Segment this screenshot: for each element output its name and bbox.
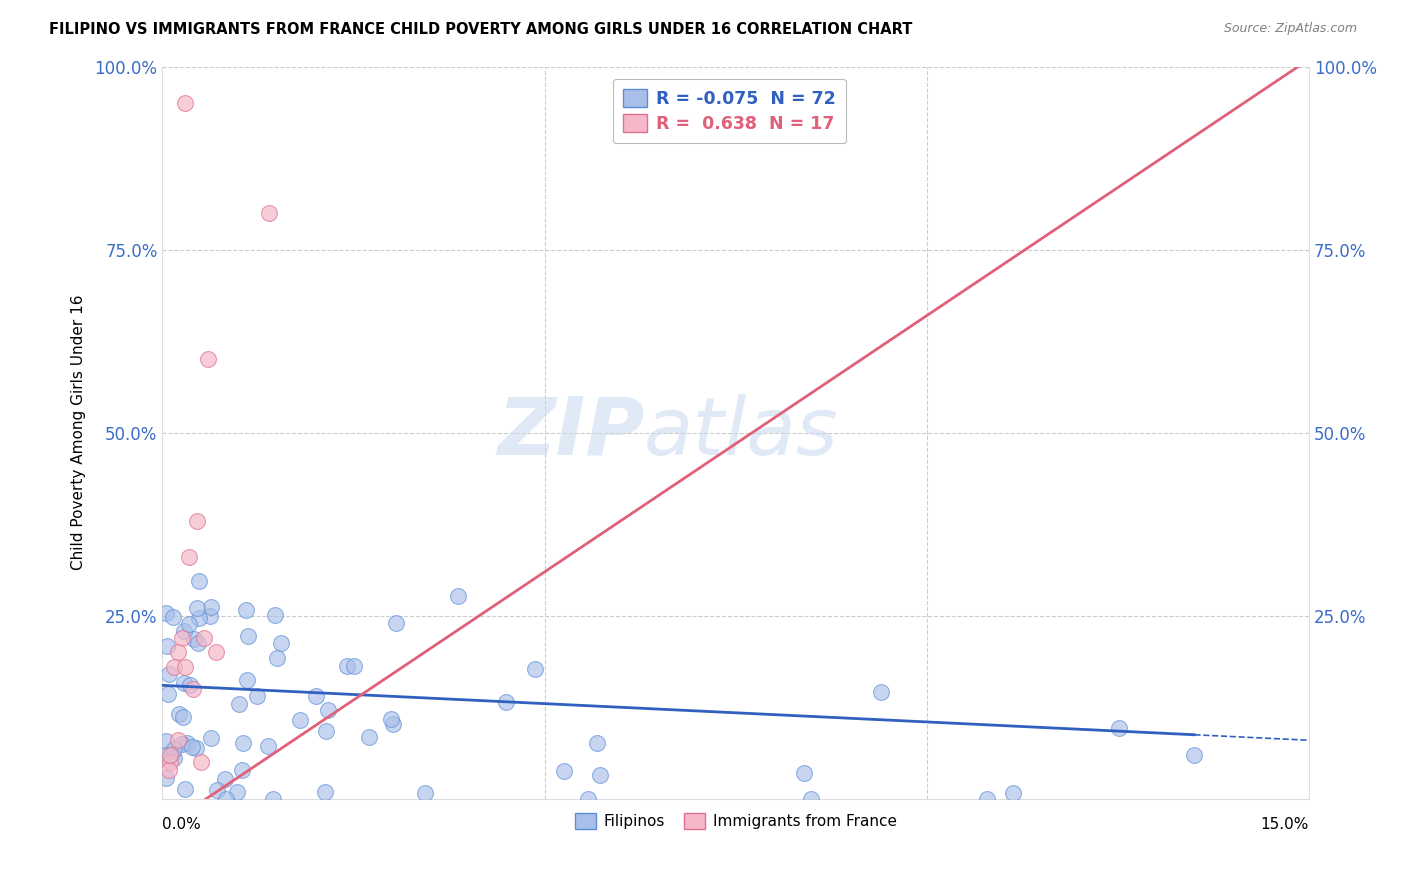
Point xyxy=(586,736,609,750)
Point xyxy=(495,695,517,709)
Point xyxy=(235,603,257,617)
Point xyxy=(173,675,195,690)
Point xyxy=(159,747,181,762)
Point xyxy=(413,787,436,801)
Point xyxy=(264,608,287,623)
Point xyxy=(193,631,215,645)
Point xyxy=(198,609,221,624)
Point xyxy=(200,599,222,614)
Y-axis label: Child Poverty Among Girls Under 16: Child Poverty Among Girls Under 16 xyxy=(72,295,86,571)
Point xyxy=(155,772,177,786)
Point xyxy=(162,609,184,624)
Point xyxy=(163,751,186,765)
Point xyxy=(1182,748,1205,763)
Point xyxy=(228,698,250,712)
Point xyxy=(174,781,197,796)
Point xyxy=(155,606,177,620)
Point xyxy=(342,658,364,673)
Point xyxy=(179,678,201,692)
Point xyxy=(270,636,292,650)
Text: 15.0%: 15.0% xyxy=(1261,817,1309,832)
Point xyxy=(156,639,179,653)
Point xyxy=(187,574,209,589)
Point xyxy=(315,723,337,738)
Point xyxy=(205,782,228,797)
Point xyxy=(246,690,269,704)
Point xyxy=(166,645,188,659)
Point xyxy=(186,514,208,528)
Point xyxy=(259,206,281,220)
Point xyxy=(232,736,254,750)
Point xyxy=(190,756,212,770)
Point xyxy=(170,737,193,751)
Point xyxy=(155,734,177,748)
Point xyxy=(157,667,180,681)
Point xyxy=(155,748,177,763)
Point xyxy=(266,651,288,665)
Point xyxy=(214,792,236,806)
Point xyxy=(176,736,198,750)
Text: ZIP: ZIP xyxy=(496,393,644,472)
Legend: Filipinos, Immigrants from France: Filipinos, Immigrants from France xyxy=(569,807,903,835)
Point xyxy=(589,768,612,782)
Point xyxy=(800,792,823,806)
Point xyxy=(336,658,359,673)
Point xyxy=(177,616,200,631)
Point xyxy=(159,756,181,770)
Point xyxy=(262,792,284,806)
Point xyxy=(553,764,575,778)
Point xyxy=(184,740,207,755)
Point xyxy=(172,710,194,724)
Point xyxy=(173,624,195,638)
Point xyxy=(226,785,249,799)
Point xyxy=(305,690,328,704)
Text: 0.0%: 0.0% xyxy=(163,817,201,832)
Point xyxy=(179,550,201,565)
Point xyxy=(174,96,197,111)
Point xyxy=(870,685,893,699)
Text: atlas: atlas xyxy=(644,393,839,472)
Point xyxy=(1108,721,1130,735)
Point xyxy=(447,589,470,603)
Point xyxy=(163,660,186,674)
Point xyxy=(205,645,228,659)
Point xyxy=(200,731,222,745)
Point xyxy=(257,739,280,753)
Point xyxy=(183,632,205,647)
Point xyxy=(236,629,259,643)
Point xyxy=(214,772,236,787)
Point xyxy=(170,631,193,645)
Point xyxy=(793,765,815,780)
Point xyxy=(523,662,546,676)
Text: Source: ZipAtlas.com: Source: ZipAtlas.com xyxy=(1223,22,1357,36)
Point xyxy=(166,733,188,747)
Point xyxy=(288,713,311,727)
Point xyxy=(231,764,253,778)
Point xyxy=(316,703,339,717)
Point xyxy=(186,601,208,615)
Point xyxy=(187,636,209,650)
Point xyxy=(174,660,197,674)
Point xyxy=(157,763,180,777)
Point xyxy=(160,747,183,761)
Point xyxy=(380,712,402,726)
Point xyxy=(181,740,204,755)
Point xyxy=(314,785,336,799)
Point xyxy=(236,673,259,688)
Point xyxy=(167,706,190,721)
Point xyxy=(382,717,405,731)
Point xyxy=(197,352,219,367)
Point xyxy=(976,792,998,806)
Point xyxy=(385,616,408,631)
Point xyxy=(188,610,211,624)
Point xyxy=(157,687,180,701)
Point xyxy=(359,730,381,744)
Point xyxy=(576,792,599,806)
Point xyxy=(163,741,186,756)
Point xyxy=(1002,786,1025,800)
Point xyxy=(181,681,204,696)
Text: FILIPINO VS IMMIGRANTS FROM FRANCE CHILD POVERTY AMONG GIRLS UNDER 16 CORRELATIO: FILIPINO VS IMMIGRANTS FROM FRANCE CHILD… xyxy=(49,22,912,37)
